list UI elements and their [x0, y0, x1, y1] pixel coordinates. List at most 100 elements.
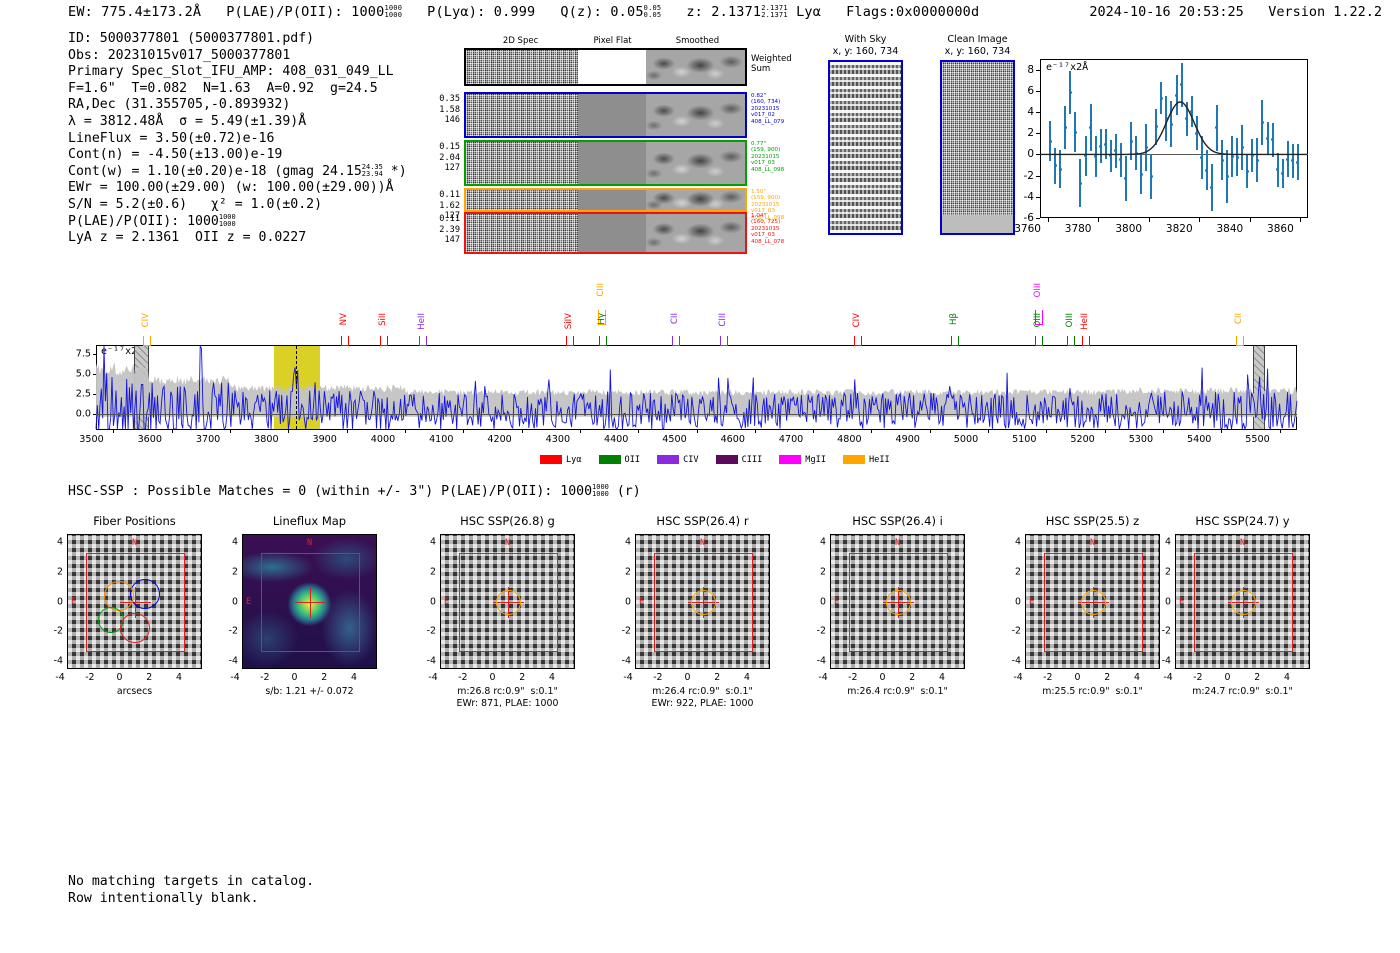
header-flags: Flags:0x0000000d [846, 4, 980, 20]
legend-item-heii: HeII [843, 455, 890, 465]
line-fit-xtick [1300, 218, 1302, 222]
line-fit-point [1048, 139, 1052, 143]
spec2d-row-2-cell-1 [466, 142, 578, 184]
cutout-6-xtick-0: -4 [1013, 672, 1023, 683]
line-fit-xtick-label: 3840 [1216, 223, 1244, 235]
cutout-3-ytick-3: 2 [430, 566, 436, 578]
cutout-2-title: Lineflux Map [272, 514, 347, 528]
spectrum-line-bracket-15 [1235, 336, 1244, 346]
footer-line-2: Row intentionally blank. [68, 891, 259, 906]
cutout-2-xtick-2: 0 [291, 672, 298, 683]
cutout-4-ytick-1: -2 [621, 625, 631, 637]
spec2d-ws-cell-1 [466, 50, 578, 84]
spectrum-xtick-label: 4900 [895, 434, 920, 445]
spectrum-xtick [171, 430, 173, 433]
cutout-7-ytick-1: -2 [1161, 625, 1171, 637]
cutout-2-xtick-3: 2 [321, 672, 328, 683]
line-fit-point [1149, 175, 1153, 179]
sky-panel-2-image [940, 60, 1015, 235]
spectrum-line-label-oiii-12: OIII [1032, 313, 1043, 328]
spectrum-line-bracket-3 [380, 336, 389, 346]
info-gmag-hi: 24.35 [361, 162, 383, 171]
spectrum-ytick-label: 0.0 [75, 408, 91, 420]
line-fit-point [1281, 171, 1285, 175]
spec2d-row-4-cell-1 [466, 214, 578, 252]
cutout-6-ytick-2: 0 [1015, 596, 1021, 607]
line-fit-point [1073, 130, 1077, 134]
cutout-1-fiber-circle-4 [120, 613, 150, 643]
spectrum-xtick-label: 4800 [837, 434, 862, 445]
cutout-5-title: HSC SSP(26.4) i [852, 514, 943, 528]
spectrum-line-label-hγ-6: Hγ [597, 313, 608, 325]
spectrum-line-bracket-12 [1034, 336, 1043, 346]
spec2d-row-1-cell-1 [466, 94, 578, 136]
spec2d-row-4 [464, 212, 747, 254]
spectrum-xtick [113, 430, 115, 433]
line-fit-xtick-label: 3800 [1115, 223, 1143, 235]
line-fit-point [1235, 155, 1239, 159]
cutout-4-aperture-circle [691, 590, 716, 615]
line-fit-point [1276, 168, 1280, 172]
spectrum-line-label-siii-3: SiII [378, 313, 389, 326]
line-fit-point [1286, 157, 1290, 161]
line-fit-ytick [1036, 112, 1040, 113]
spec2d-row-2-cell-3 [645, 142, 745, 184]
spec2d-row-2-cell-2 [577, 142, 646, 184]
cutout-3-title: HSC SSP(26.8) g [460, 514, 555, 528]
spectrum-xtick-label: 3500 [79, 434, 104, 445]
spec2d-row-3-cell-3 [645, 190, 745, 210]
spectrum-xtick [696, 430, 698, 433]
cutout-2-ytick-1: -2 [228, 625, 238, 637]
cutout-3-pixels [441, 535, 574, 668]
spectrum-xtick [754, 430, 756, 433]
spectrum-xtick-label: 4500 [662, 434, 687, 445]
spectrum-xtick [1221, 430, 1223, 433]
legend-swatch-civ [657, 455, 680, 464]
spectrum-xtick [579, 430, 581, 433]
line-fit-point [1291, 159, 1295, 163]
cutout-5-xtick-0: -4 [818, 672, 828, 683]
info-lineflux: LineFlux = 3.50(±0.72)e-16 [68, 130, 275, 146]
cutout-1-xtick-3: 2 [146, 672, 153, 683]
spectrum-xtick [1104, 430, 1106, 433]
spec2d-row-1-meta: 0.82" (160, 734) 20231015 v017_02 408_LL… [751, 93, 785, 125]
cutout-7-aperture-circle [1231, 590, 1256, 615]
cutout-6-east-label: E [1029, 597, 1035, 607]
spectrum-line-label-cii-7: CII [669, 313, 680, 325]
header-version: Version 1.22.2 [1268, 4, 1382, 20]
cutout-6-xtick-1: -2 [1043, 672, 1053, 683]
cutout-2-region-box [261, 553, 360, 652]
line-fit-point [1245, 169, 1249, 173]
cutout-4-xtick-4: 4 [744, 672, 750, 683]
spectrum-xtick [463, 430, 465, 433]
cutout-1-ytick-2: 0 [57, 596, 63, 607]
line-fit-point [1134, 151, 1138, 155]
sky-panel-2-title: Clean Image x, y: 160, 734 [944, 34, 1011, 57]
cutout-7-xtick-1: -2 [1193, 672, 1203, 683]
cutout-2-ytick-3: 2 [232, 566, 238, 578]
sky-panel-2-pixels [942, 62, 1013, 233]
info-gmag-lo: 23.94 [361, 169, 383, 178]
line-fit-ytick-label: -4 [1023, 190, 1034, 203]
cutout-6-north-label: N [1090, 538, 1096, 548]
spec2d-row-3-cell-2 [577, 190, 646, 210]
legend-item-mgii: MgII [779, 455, 826, 465]
header-timestamp: 2024-10-16 20:53:25 [1089, 4, 1244, 20]
cutout-3-caption: m:26.8 rc:0.9" s:0.1" EWr: 871, PLAE: 10… [456, 686, 559, 709]
header-plae-hi: 1000 [384, 4, 403, 12]
spectrum-line-label-siiv-5: SiIV [564, 313, 575, 330]
spectrum-masked-region-2 [1253, 346, 1266, 429]
spectrum-line-label-civ-0: CIV [140, 313, 151, 328]
spectrum-xtick-label: 4000 [370, 434, 396, 445]
spec2d-col-title-1: 2D Spec [502, 36, 539, 46]
spectrum-line-bracket-4 [418, 336, 427, 346]
cutout-3-xtick-0: -4 [428, 672, 438, 683]
line-fit-ytick [1036, 196, 1040, 198]
cutout-5-ytick-0: -4 [816, 655, 826, 667]
spec2d-row-1-cell-3 [645, 94, 745, 136]
line-fit-point [1255, 158, 1259, 162]
